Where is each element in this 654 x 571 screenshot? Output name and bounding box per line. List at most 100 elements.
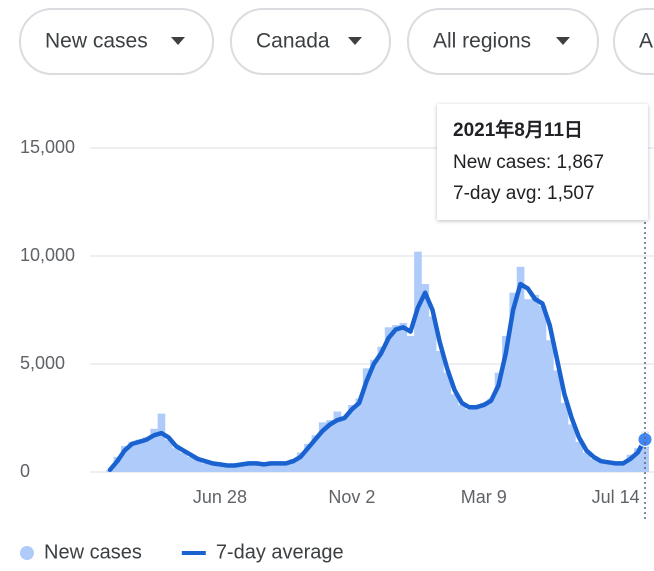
bar xyxy=(443,372,452,472)
pill xyxy=(230,8,391,75)
x-tick-label: Jun 28 xyxy=(193,487,247,507)
bar xyxy=(509,292,518,472)
bar xyxy=(575,441,584,472)
legend-item[interactable]: New cases xyxy=(20,541,142,563)
bar xyxy=(150,428,158,472)
bar xyxy=(399,322,408,472)
bar xyxy=(311,435,320,472)
bar xyxy=(245,461,254,472)
bar xyxy=(267,461,276,472)
bar xyxy=(494,372,503,472)
bar xyxy=(634,448,642,472)
bar xyxy=(120,446,129,472)
bar xyxy=(392,325,400,472)
pill xyxy=(407,8,599,75)
dropdown-arrow xyxy=(171,37,185,45)
pill-label: All regions xyxy=(433,30,531,53)
bar xyxy=(619,461,627,472)
bar xyxy=(428,316,437,472)
y-tick-label: 5,000 xyxy=(20,353,65,373)
filter-dropdown[interactable]: A xyxy=(613,8,654,75)
x-tick-label: Jul 14 xyxy=(592,487,640,507)
legend-item[interactable]: 7-day average xyxy=(181,541,344,563)
pill xyxy=(613,8,654,75)
x-tick-label: Nov 2 xyxy=(328,487,375,507)
bar xyxy=(348,405,356,472)
dropdown-arrow xyxy=(556,37,570,45)
plot xyxy=(106,251,653,473)
bar xyxy=(502,335,510,472)
bar xyxy=(194,459,202,472)
bar xyxy=(142,437,151,472)
bar xyxy=(296,452,305,472)
filter-dropdown[interactable]: Canada xyxy=(230,8,391,75)
legend-marker xyxy=(20,546,34,560)
bar xyxy=(333,411,342,472)
dropdown-arrow xyxy=(348,37,362,45)
bar xyxy=(524,299,532,472)
bar xyxy=(480,402,488,472)
bar xyxy=(216,465,224,472)
bar xyxy=(238,465,246,472)
bar xyxy=(612,463,620,472)
tooltip: 2021年8月11日 New cases: 1,867 7-day avg: 1,5… xyxy=(437,104,648,522)
bar xyxy=(172,448,180,472)
bar xyxy=(208,463,217,472)
bar xyxy=(223,465,232,472)
bar xyxy=(553,370,562,472)
line xyxy=(107,281,648,473)
bar xyxy=(282,462,290,472)
bar xyxy=(164,439,173,472)
bar xyxy=(626,454,635,472)
bar xyxy=(641,431,649,472)
bar xyxy=(604,463,613,472)
pill-label: New cases xyxy=(45,30,148,53)
legend: New cases 7-day average xyxy=(20,541,344,563)
bar xyxy=(370,359,378,472)
y-tick-label: 0 xyxy=(20,461,30,481)
y-tick-label: 15,000 xyxy=(20,137,75,157)
bar xyxy=(421,284,430,472)
bar xyxy=(355,398,364,472)
filter-dropdown[interactable]: New cases xyxy=(19,8,214,75)
bar xyxy=(582,452,591,472)
bar xyxy=(179,452,188,472)
bar xyxy=(450,394,459,472)
hover-point xyxy=(637,431,653,447)
bar xyxy=(289,459,298,472)
bar xyxy=(186,456,195,472)
bar xyxy=(560,402,569,472)
bar xyxy=(135,439,144,472)
bar xyxy=(260,463,268,472)
bar xyxy=(326,420,334,472)
bar xyxy=(590,459,598,472)
tooltip-box xyxy=(437,104,648,220)
bar xyxy=(406,335,415,472)
bar xyxy=(340,415,349,472)
tooltip-line: 7-day avg: 1,507 xyxy=(453,183,595,204)
y-tick-label: 10,000 xyxy=(20,245,75,265)
bar xyxy=(201,463,210,472)
bar xyxy=(568,424,576,472)
filter-dropdown[interactable]: All regions xyxy=(407,8,599,75)
bar xyxy=(436,351,444,472)
bar xyxy=(318,422,327,472)
pill xyxy=(19,8,214,75)
bar xyxy=(414,251,422,472)
bar xyxy=(516,266,525,472)
bar xyxy=(252,464,261,472)
legend-label: 7-day average xyxy=(216,541,344,563)
bar xyxy=(546,340,554,472)
pill-label: A xyxy=(639,30,653,53)
bar xyxy=(487,398,496,472)
bar xyxy=(128,441,136,472)
filter-bar: New cases Canada All regions A xyxy=(19,8,654,75)
bar xyxy=(157,413,166,472)
bar xyxy=(472,405,481,472)
legend-label: New cases xyxy=(44,541,142,563)
bar xyxy=(597,461,605,472)
bar xyxy=(274,463,283,472)
x-tick-label: Mar 9 xyxy=(461,487,507,507)
